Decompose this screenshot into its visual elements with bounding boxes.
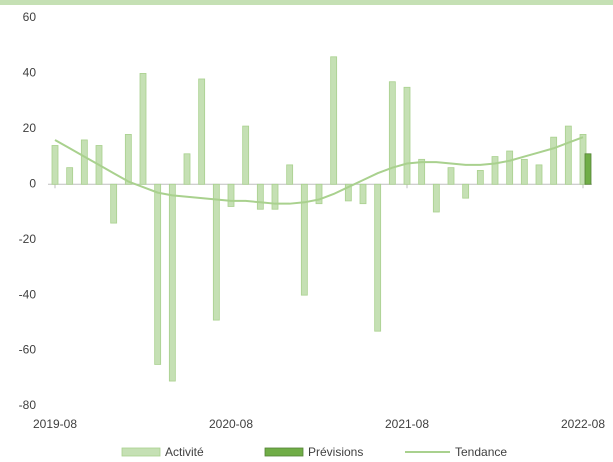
trend-line [54,136,584,205]
bar [168,183,176,382]
bar [139,73,147,185]
bar [462,183,470,199]
bar [330,56,338,185]
bar [564,125,572,185]
bar [584,153,592,185]
bar [476,170,484,185]
y-tick-label: 20 [23,121,37,135]
bar [344,183,352,202]
bar [154,183,162,365]
bar [403,86,411,185]
bar [359,183,367,205]
x-tick-label: 2020-08 [209,417,253,431]
x-tick-label: 2021-08 [385,417,429,431]
bar [506,150,514,185]
bar [388,81,396,185]
bar [256,183,264,210]
bar [66,167,74,185]
bar [212,183,220,321]
legend-label: Activité [165,445,204,459]
legend-swatch [121,447,161,457]
bar [51,145,59,185]
bar [271,183,279,210]
bar [315,183,323,205]
bar [520,158,528,185]
bar [183,153,191,185]
bar [80,139,88,185]
legend-label: Tendance [455,445,507,459]
bar [124,133,132,185]
bar [535,164,543,185]
y-tick-label: -60 [19,343,37,357]
bar [550,136,558,185]
bar [447,167,455,185]
y-tick-label: 60 [23,10,37,24]
bar [491,156,499,185]
y-tick-label: -40 [19,287,37,301]
y-tick-label: -80 [19,398,37,412]
bar [198,78,206,185]
legend-swatch [264,447,304,457]
x-tick-label: 2019-08 [33,417,77,431]
bar [432,183,440,213]
bar [110,183,118,224]
y-tick-label: 40 [23,66,37,80]
bar [374,183,382,332]
y-tick-label: -20 [19,232,37,246]
bar [300,183,308,296]
y-tick-label: 0 [29,176,36,190]
bar [286,164,294,185]
x-tick-label: 2022-08 [561,417,605,431]
bar [242,125,250,185]
bar [227,183,235,207]
top-band [0,0,613,5]
legend-label: Prévisions [308,445,363,459]
bar [418,158,426,185]
